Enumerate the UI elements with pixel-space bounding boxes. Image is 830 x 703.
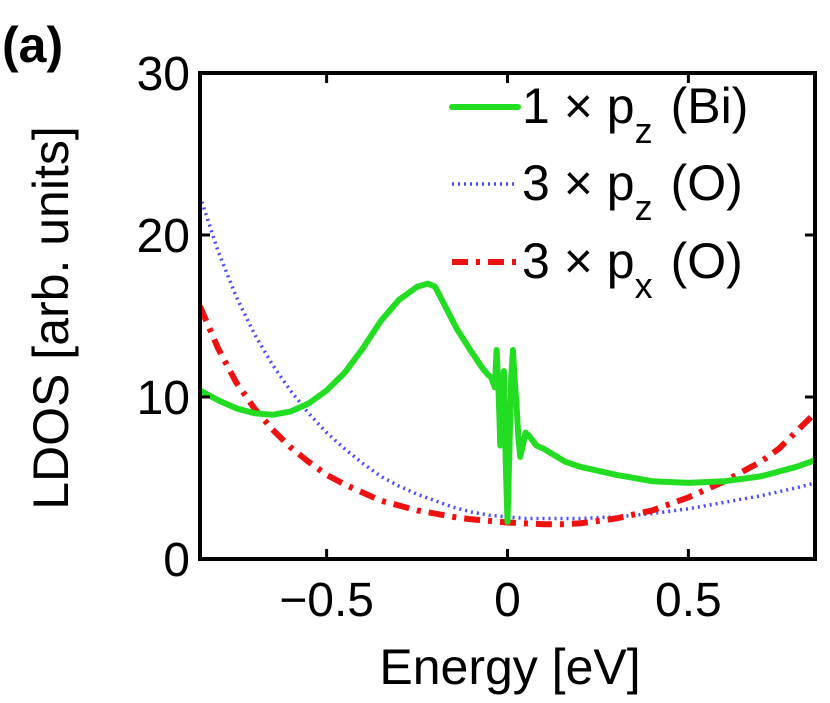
plot-area: −0.5 0 0.5 0 10 20 30 [137, 48, 817, 627]
y-tick-label: 10 [137, 372, 190, 425]
y-tick-label: 0 [163, 534, 190, 587]
x-tick-label: 0.5 [655, 574, 722, 627]
series-line-2 [200, 195, 815, 521]
ticks-layer: −0.5 0 0.5 0 10 20 30 [137, 48, 815, 627]
x-tick-label: 0 [494, 574, 521, 627]
legend-label-1: 1 × pz (Bi) [522, 78, 748, 151]
legend-label-3: 3 × px (O) [522, 233, 743, 306]
x-axis-label: Energy [eV] [379, 639, 640, 695]
legend-label-2: 3 × pz (O) [522, 155, 743, 228]
y-tick-label: 20 [137, 210, 190, 263]
y-axis-label: LDOS [arb. units] [23, 126, 79, 510]
series-layer [200, 195, 815, 528]
series-line-1 [200, 280, 815, 525]
x-tick-label: −0.5 [279, 574, 374, 627]
y-tick-label: 30 [137, 48, 190, 101]
legend: 1 × pz (Bi)3 × pz (O)3 × px (O) [449, 78, 748, 306]
panel-label: (a) [2, 17, 63, 73]
